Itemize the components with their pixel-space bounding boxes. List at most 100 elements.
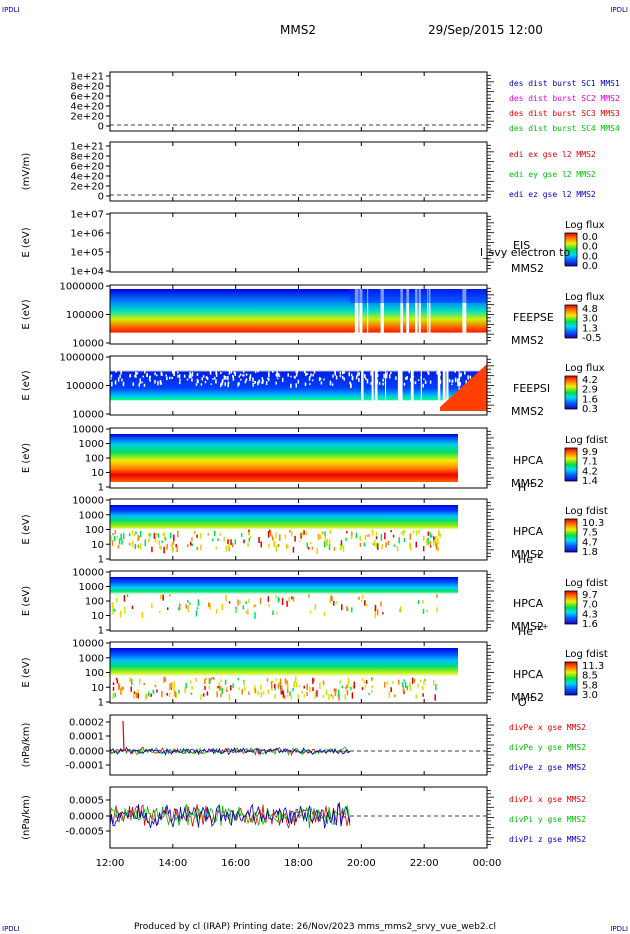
spectrogram-speck	[277, 543, 279, 548]
spectrogram-speck	[319, 682, 321, 690]
spectrogram-speck	[193, 531, 196, 534]
spectrogram-speck	[141, 611, 144, 619]
spectrogram-speck	[173, 534, 175, 542]
spectrogram-speck	[228, 543, 230, 550]
spectrogram-speck	[121, 686, 124, 691]
data-gap	[415, 289, 418, 338]
spectrogram-speck	[355, 532, 358, 539]
data-speck	[144, 370, 146, 374]
data-speck	[111, 381, 113, 387]
data-gap	[428, 289, 431, 338]
y-tick-label: 1000	[79, 653, 104, 664]
spectrogram-speck	[368, 692, 370, 696]
spectrogram-speck	[375, 536, 378, 540]
spectrogram-speck	[409, 542, 411, 549]
spectrogram-speck	[339, 680, 341, 684]
spectrogram-speck	[323, 611, 326, 616]
data-gap	[371, 360, 374, 411]
legend-entry: divPi y gse MMS2	[509, 815, 586, 824]
data-gap	[464, 289, 467, 338]
spectrogram-speck	[187, 544, 189, 548]
spectrogram-speck	[254, 603, 257, 607]
colorbar-tick-label: 0.3	[582, 404, 598, 415]
spectrogram-speck	[362, 594, 364, 599]
spectrogram-speck	[421, 685, 424, 691]
data-speck	[358, 378, 360, 382]
spectrogram-speck	[415, 541, 417, 548]
colorbar	[564, 304, 578, 339]
spectrogram-speck	[157, 533, 160, 538]
spectrogram-speck	[156, 689, 158, 693]
data-speck	[188, 374, 191, 379]
data-speck	[319, 377, 322, 380]
spectrogram-speck	[202, 693, 205, 697]
spectrogram-speck	[150, 693, 152, 697]
y-axis-label: E (eV)	[21, 299, 32, 329]
spectrogram-speck	[276, 611, 278, 615]
spectrogram-speck	[347, 684, 349, 688]
spectrogram-speck	[216, 691, 218, 698]
data-speck	[290, 375, 292, 378]
data-speck	[295, 373, 298, 377]
spectrogram-speck	[161, 690, 163, 698]
spectrogram-speck	[159, 545, 161, 549]
data-gap	[462, 289, 467, 338]
spectrogram-speck	[144, 539, 147, 547]
spectrogram-speck	[398, 537, 400, 540]
hpca-hepp-spectrogram	[110, 577, 458, 625]
spectrogram-speck	[402, 530, 404, 536]
data-speck	[335, 375, 338, 380]
spectrogram-speck	[137, 534, 139, 541]
y-tick-label: 1000000	[59, 353, 104, 364]
spectrogram-speck	[325, 689, 328, 696]
data-gap	[397, 360, 401, 411]
data-speck	[254, 381, 256, 384]
spectrogram-speck	[271, 536, 274, 541]
legend-entry: divPi x gse MMS2	[509, 795, 586, 804]
spectrogram-speck	[374, 604, 377, 612]
spectrogram-speck	[190, 692, 193, 695]
y-tick-label: 0	[98, 122, 104, 133]
spectrogram-speck	[417, 600, 420, 605]
spectrogram-speck	[277, 684, 280, 689]
spectrogram-speck	[196, 546, 198, 550]
data-speck	[210, 383, 213, 385]
data-speck	[267, 377, 269, 380]
spectrogram-speck	[372, 677, 374, 680]
spectrogram-speck	[422, 608, 425, 614]
data-speck	[166, 376, 168, 381]
spectrogram-speck	[220, 693, 222, 698]
spectrogram-speck	[228, 694, 231, 701]
spectrogram-speck	[199, 532, 202, 540]
spectrogram-speck	[426, 542, 428, 546]
spectrogram-speck	[427, 537, 429, 545]
instrument-label: EIS	[513, 239, 530, 252]
y-tick-label: 1	[98, 698, 104, 709]
y-tick-label: 10000	[72, 425, 104, 436]
data-speck	[386, 372, 388, 375]
spectrogram-speck	[113, 608, 116, 612]
spectrogram-speck	[341, 685, 344, 689]
data-speck	[165, 374, 167, 377]
data-speck	[427, 372, 430, 376]
colorbar-tick-label: 4.7	[582, 537, 598, 548]
corner-label: IPDLI	[610, 925, 628, 933]
y-tick-label: 1	[98, 555, 104, 566]
data-speck	[254, 371, 257, 374]
spacecraft-title: MMS2	[280, 23, 316, 37]
spectrogram-speck	[314, 603, 317, 610]
spectrogram-speck	[177, 530, 179, 538]
data-speck	[422, 383, 424, 388]
data-gap	[374, 360, 378, 411]
data-speck	[189, 371, 191, 376]
species-charge: ++	[535, 622, 548, 631]
spectrogram-speck	[298, 540, 301, 543]
data-speck	[136, 372, 139, 375]
data-speck	[240, 378, 242, 381]
spectrogram-speck	[171, 541, 174, 545]
spectrogram-speck	[242, 605, 245, 610]
spectrogram-speck	[290, 694, 293, 700]
spectrogram-speck	[371, 529, 374, 536]
spectrogram-speck	[118, 684, 121, 689]
spectrogram-speck	[230, 685, 232, 691]
